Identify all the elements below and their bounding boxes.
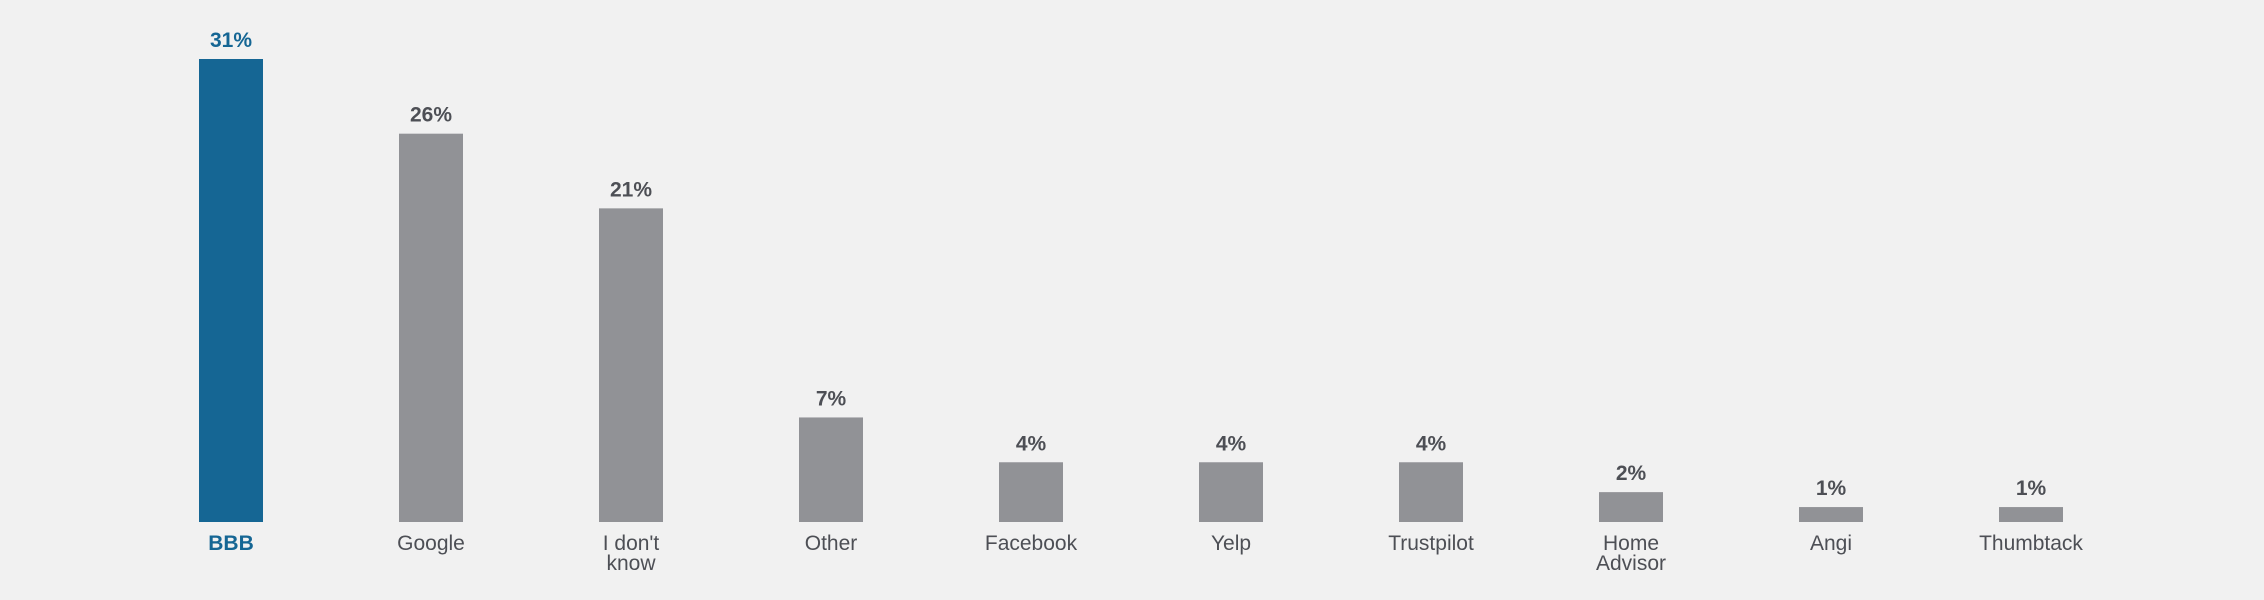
- category-labels-group: BBB Google I don't know Other Facebook Yelp Tru…: [208, 532, 2083, 575]
- bar-home-advisor: [1599, 492, 1663, 522]
- category-label-line: Home: [1603, 532, 1659, 555]
- value-label-angi: 1%: [1816, 477, 1847, 500]
- bar-google: [399, 133, 463, 522]
- value-label-trustpilot: 4%: [1416, 432, 1447, 455]
- category-label-line: BBB: [208, 532, 254, 555]
- value-labels-group: 31% 26% 21% 7% 4% 4% 4% 2% 1% 1%: [210, 29, 2047, 500]
- category-label-line: Angi: [1810, 532, 1852, 555]
- value-label-google: 26%: [410, 104, 452, 127]
- category-label-trustpilot: Trustpilot: [1388, 532, 1474, 555]
- value-label-yelp: 4%: [1216, 432, 1247, 455]
- category-label-line: Google: [397, 532, 465, 555]
- category-label-google: Google: [397, 532, 465, 555]
- bar-angi: [1799, 507, 1863, 522]
- category-label-home-advisor: Home Advisor: [1596, 532, 1666, 575]
- category-label-line: Other: [805, 532, 858, 555]
- category-label-line: Trustpilot: [1388, 532, 1474, 555]
- bar-thumbtack: [1999, 507, 2063, 522]
- category-label-line: Facebook: [985, 532, 1078, 555]
- category-label-yelp: Yelp: [1211, 532, 1251, 555]
- category-label-line: I don't: [603, 532, 660, 555]
- value-label-facebook: 4%: [1016, 432, 1047, 455]
- bar-facebook: [999, 462, 1063, 522]
- category-label-line: Thumbtack: [1979, 532, 2083, 555]
- category-label-line: know: [606, 552, 656, 575]
- bar-other: [799, 417, 863, 522]
- value-label-bbb: 31%: [210, 29, 252, 52]
- bar-yelp: [1199, 462, 1263, 522]
- category-label-line: Advisor: [1596, 552, 1666, 575]
- category-label-facebook: Facebook: [985, 532, 1078, 555]
- category-label-i-don-t-know: I don't know: [603, 532, 660, 575]
- category-label-other: Other: [805, 532, 858, 555]
- value-label-home-advisor: 2%: [1616, 462, 1647, 485]
- bars-group: [199, 59, 2063, 522]
- category-label-angi: Angi: [1810, 532, 1852, 555]
- category-label-thumbtack: Thumbtack: [1979, 532, 2083, 555]
- bar-trustpilot: [1399, 462, 1463, 522]
- bar-bbb: [199, 59, 263, 522]
- value-label-thumbtack: 1%: [2016, 477, 2047, 500]
- bar-i-don-t-know: [599, 208, 663, 522]
- category-label-line: Yelp: [1211, 532, 1251, 555]
- value-label-other: 7%: [816, 387, 847, 410]
- value-label-i-don-t-know: 21%: [610, 178, 652, 201]
- category-label-bbb: BBB: [208, 532, 254, 555]
